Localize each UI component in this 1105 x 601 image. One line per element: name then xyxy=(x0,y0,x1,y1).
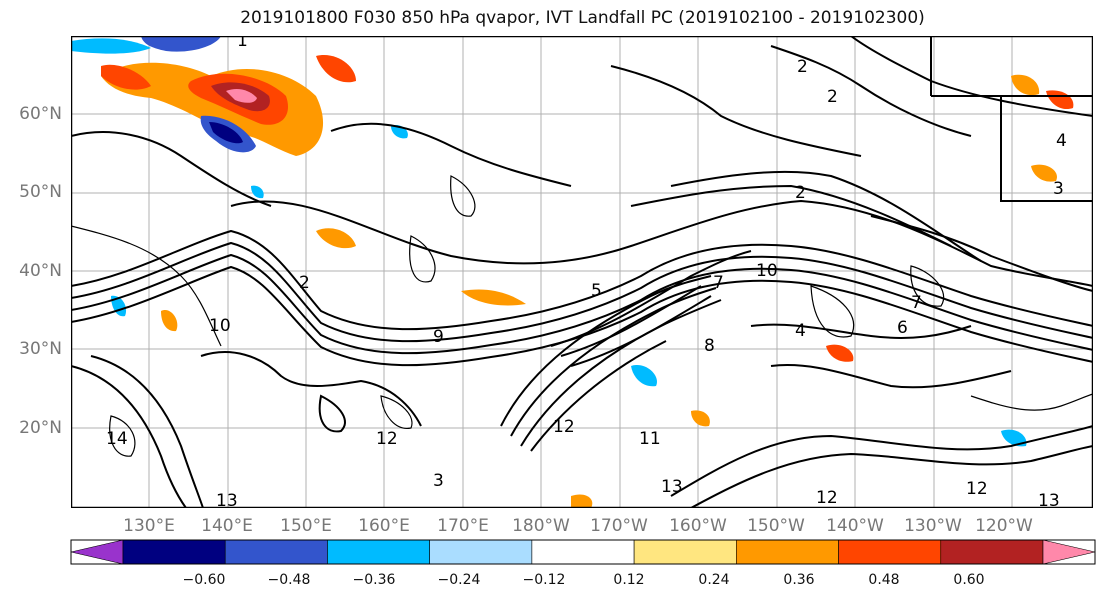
colorbar-tick: 0.24 xyxy=(698,572,730,588)
contour-label: 9 xyxy=(433,327,444,347)
colorbar-cell xyxy=(838,539,942,565)
contour-label: 2 xyxy=(827,87,838,107)
lat-label-30n: 30°N xyxy=(19,339,62,359)
lon-label-130e: 130°E xyxy=(123,516,175,536)
contour-label: 13 xyxy=(1038,491,1060,508)
colorbar-tick: −0.48 xyxy=(267,572,311,588)
contour-label: 13 xyxy=(661,477,683,497)
lon-label-180w: 180°W xyxy=(512,516,570,536)
colorbar-tick: −0.60 xyxy=(182,572,226,588)
lon-label-160w: 160°W xyxy=(669,516,727,536)
colorbar-cell xyxy=(940,539,1044,565)
colorbar-tick: −0.36 xyxy=(352,572,396,588)
lon-label-150w: 150°W xyxy=(747,516,805,536)
colorbar-cell xyxy=(70,539,124,565)
contour-label: 2 xyxy=(299,273,310,293)
colorbar-cell xyxy=(633,539,737,565)
contour-label: 6 xyxy=(897,318,908,338)
contour-label: 1 xyxy=(237,36,248,51)
lon-label-170w: 170°W xyxy=(590,516,648,536)
contour-label: 4 xyxy=(795,321,806,341)
colorbar-cell xyxy=(736,539,839,565)
contour-label: 3 xyxy=(433,471,444,491)
colorbar-cell xyxy=(429,539,533,565)
contour-label: 3 xyxy=(1053,179,1064,199)
contour-lines-thin xyxy=(71,175,1093,457)
colorbar-cell xyxy=(122,539,226,565)
colorbar-tick: 0.48 xyxy=(868,572,900,588)
lon-label-150e: 150°E xyxy=(280,516,332,536)
gridlines xyxy=(71,36,1093,508)
contour-label: 4 xyxy=(1056,131,1067,151)
contour-label: 7 xyxy=(911,293,922,313)
contour-label: 8 xyxy=(704,336,715,356)
lat-label-50n: 50°N xyxy=(19,182,62,202)
contour-lines xyxy=(71,36,1093,508)
contour-label: 11 xyxy=(639,429,661,449)
colorbar-tick: −0.12 xyxy=(522,572,566,588)
map-title: 2019101800 F030 850 hPa qvapor, IVT Land… xyxy=(240,8,925,28)
contour-label: 5 xyxy=(591,281,602,301)
contour-label: 13 xyxy=(216,491,238,508)
contour-label: 12 xyxy=(816,488,838,508)
lon-label-130w: 130°W xyxy=(904,516,962,536)
colorbar-cell xyxy=(327,539,430,565)
lat-label-20n: 20°N xyxy=(19,418,62,438)
lon-label-140e: 140°E xyxy=(201,516,253,536)
colorbar-tick: 0.12 xyxy=(613,572,645,588)
lon-label-160e: 160°E xyxy=(358,516,410,536)
colorbar-cell xyxy=(1042,539,1096,565)
contour-label: 2 xyxy=(797,57,808,77)
colorbar xyxy=(70,539,1096,565)
contour-label: 12 xyxy=(376,429,398,449)
contour-label: 12 xyxy=(553,417,575,437)
contour-label: 2 xyxy=(795,183,806,203)
colorbar-tick: −0.24 xyxy=(437,572,481,588)
contour-label: 7 xyxy=(713,273,724,293)
contour-label: 14 xyxy=(106,429,128,449)
colorbar-tick: 0.60 xyxy=(953,572,985,588)
colorbar-cell xyxy=(224,539,328,565)
lat-label-60n: 60°N xyxy=(19,104,62,124)
lon-label-120w: 120°W xyxy=(975,516,1033,536)
lon-label-170e: 170°E xyxy=(437,516,489,536)
contour-label: 10 xyxy=(756,261,778,281)
lat-label-40n: 40°N xyxy=(19,261,62,281)
contour-label: 10 xyxy=(209,316,231,336)
lon-label-140w: 140°W xyxy=(826,516,884,536)
contour-label: 12 xyxy=(966,479,988,499)
contour-labels: 2 2 2 4 3 10 7 7 4 6 9 10 2 12 12 13 3 1… xyxy=(106,36,1067,508)
colorbar-cell xyxy=(531,539,635,565)
map-panel: 2 2 2 4 3 10 7 7 4 6 9 10 2 12 12 13 3 1… xyxy=(71,36,1093,508)
colorbar-tick: 0.36 xyxy=(783,572,815,588)
